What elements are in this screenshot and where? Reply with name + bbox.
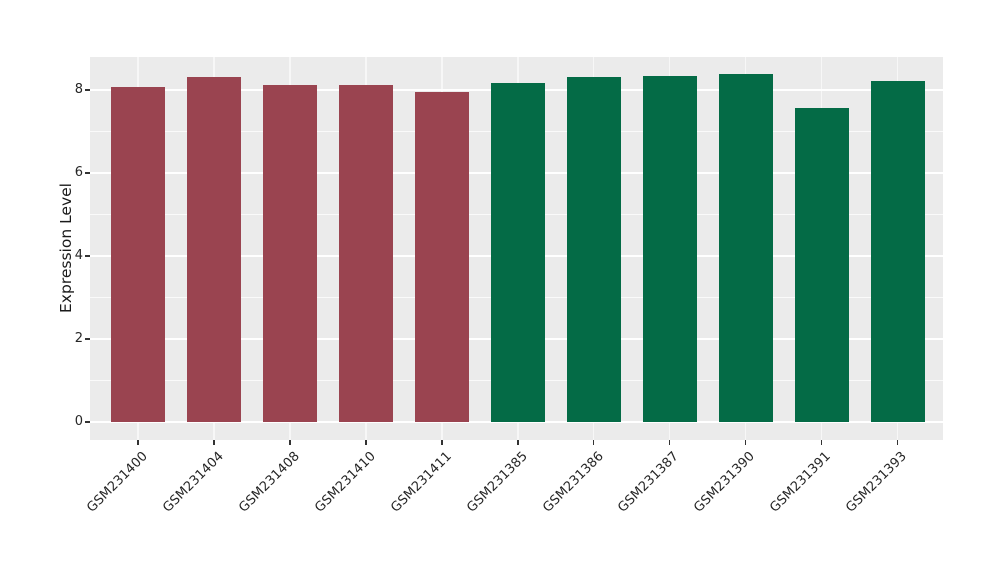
x-tick-mark — [517, 440, 519, 445]
y-gridline-major — [90, 421, 943, 423]
x-tick-mark — [137, 440, 139, 445]
y-tick-mark — [84, 421, 90, 423]
x-tick-label: GSM231404 — [159, 449, 227, 516]
bar-GSM231387 — [642, 76, 697, 422]
bar-GSM231386 — [566, 77, 621, 422]
x-tick-label: GSM231393 — [843, 449, 911, 516]
bar-GSM231390 — [718, 73, 773, 422]
x-tick-mark — [820, 440, 823, 445]
x-tick-mark — [289, 440, 291, 445]
x-tick-label: GSM231391 — [767, 449, 835, 516]
plot-panel — [90, 57, 943, 440]
x-tick-label: GSM231410 — [311, 449, 379, 516]
y-tick-mark — [84, 255, 90, 257]
bar-GSM231411 — [414, 92, 469, 422]
y-tick-label: 6 — [74, 165, 83, 180]
bar-GSM231404 — [186, 77, 241, 422]
bar-GSM231391 — [794, 108, 849, 422]
x-tick-label: GSM231411 — [387, 449, 455, 516]
bar-GSM231400 — [111, 87, 165, 422]
y-tick-label: 8 — [74, 82, 83, 97]
x-tick-mark — [365, 440, 367, 445]
x-tick-mark — [896, 440, 899, 445]
x-tick-label: GSM231387 — [615, 449, 683, 516]
x-tick-label: GSM231385 — [463, 449, 531, 516]
bar-GSM231385 — [490, 82, 545, 422]
y-tick-label: 2 — [74, 331, 83, 346]
x-tick-mark — [441, 440, 443, 445]
x-tick-label: GSM231408 — [235, 449, 303, 516]
bar-GSM231410 — [338, 85, 393, 422]
x-tick-label: GSM231386 — [539, 449, 607, 516]
y-tick-mark — [84, 89, 90, 91]
y-tick-mark — [84, 338, 90, 340]
bar-GSM231408 — [262, 85, 317, 422]
bar-GSM231393 — [870, 81, 925, 422]
y-tick-mark — [84, 172, 90, 174]
x-tick-mark — [744, 440, 747, 445]
y-tick-label: 0 — [74, 414, 83, 429]
x-tick-mark — [213, 440, 215, 445]
x-tick-mark — [592, 440, 595, 445]
x-tick-mark — [668, 440, 671, 445]
x-tick-label: GSM231390 — [691, 449, 759, 516]
y-tick-label: 4 — [74, 248, 83, 263]
x-tick-label: GSM231400 — [84, 449, 151, 516]
